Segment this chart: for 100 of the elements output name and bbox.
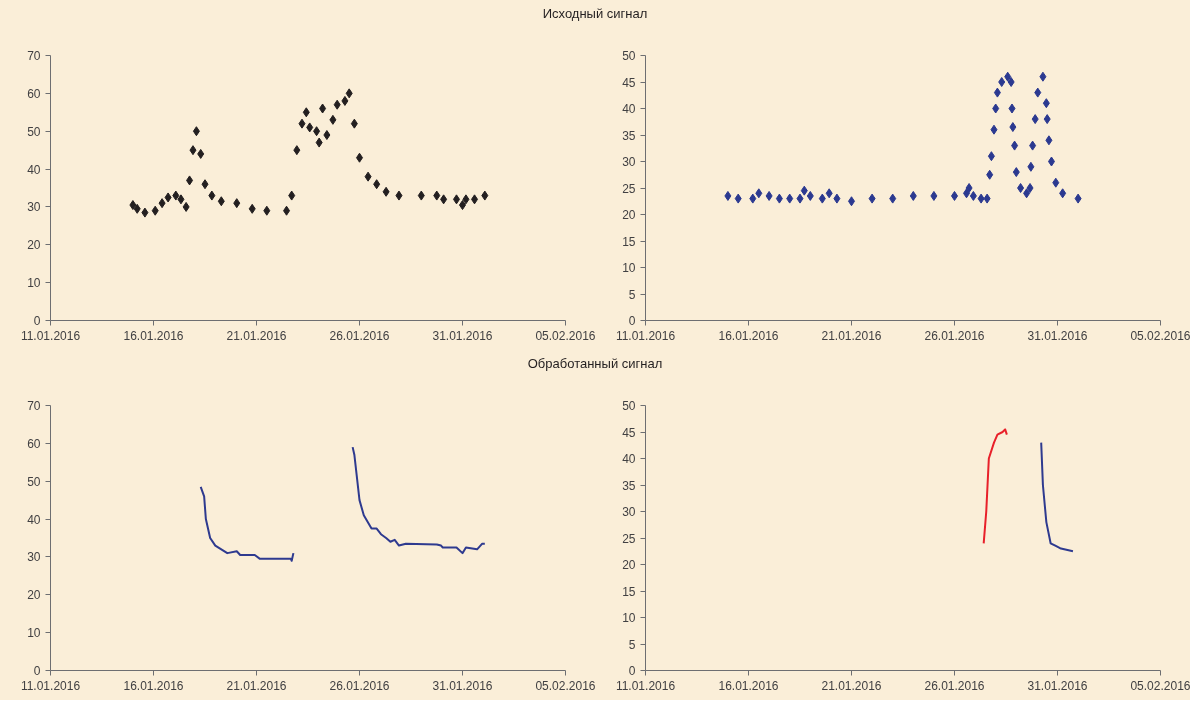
point: [765, 190, 773, 201]
y-tick-label: 35: [622, 478, 636, 493]
point: [323, 130, 331, 140]
x-tick-label: 11.01.2016: [20, 328, 81, 343]
x-tick-label: 16.01.2016: [718, 678, 779, 693]
point: [786, 193, 794, 204]
point: [433, 190, 441, 201]
y-tick-label: 70: [27, 399, 41, 413]
y-tick-label: 5: [628, 287, 636, 302]
point: [1027, 161, 1035, 172]
point: [373, 179, 381, 190]
y-tick-label: 30: [622, 505, 636, 519]
y-tick-label: 30: [622, 155, 636, 169]
point: [233, 198, 241, 209]
x-tick-label: 11.01.2016: [615, 678, 676, 693]
y-tick-label: 0: [33, 664, 41, 678]
text: Исходный сигнал: [542, 5, 648, 23]
point: [983, 193, 991, 204]
point: [189, 145, 197, 156]
y-tick-label: 40: [622, 452, 636, 466]
point: [724, 190, 732, 201]
point: [471, 194, 479, 205]
x-tick-label: 05.02.2016: [1130, 678, 1191, 693]
y-tick-label: 60: [27, 86, 41, 101]
point: [755, 188, 763, 199]
y-tick-label: 40: [27, 162, 41, 177]
point: [1045, 135, 1053, 146]
y-tick-label: 0: [628, 664, 636, 678]
x-tick-label: 26.01.2016: [924, 328, 985, 343]
point: [1026, 183, 1034, 193]
point: [382, 186, 390, 197]
point: [1029, 140, 1037, 151]
y-tick-label: 50: [27, 124, 41, 139]
point: [201, 179, 209, 190]
y-tick-label: 50: [27, 474, 41, 489]
point: [129, 200, 137, 211]
y-tick-label: 40: [622, 102, 636, 116]
x-tick-label: 21.01.2016: [226, 678, 287, 693]
point: [462, 194, 470, 205]
point: [182, 201, 190, 212]
point: [306, 122, 314, 133]
x-tick-label: 26.01.2016: [329, 678, 390, 693]
point: [452, 194, 460, 205]
point: [440, 194, 448, 205]
y-tick-label: 40: [27, 512, 41, 527]
point: [825, 188, 833, 199]
point: [315, 137, 323, 148]
point: [992, 103, 1000, 114]
point: [172, 190, 180, 201]
y-tick-label: 20: [27, 588, 41, 603]
point: [889, 193, 897, 204]
y-tick-label: 50: [622, 49, 636, 63]
point: [151, 205, 159, 216]
point: [364, 171, 372, 182]
point: [1074, 193, 1082, 204]
x-tick-label: 31.01.2016: [1027, 328, 1088, 343]
point: [288, 190, 296, 201]
point: [1009, 122, 1017, 133]
x-tick-label: 21.01.2016: [226, 328, 287, 343]
x-tick-label: 26.01.2016: [924, 678, 985, 693]
point: [248, 203, 256, 214]
x-tick-label: 11.01.2016: [20, 678, 81, 693]
point: [263, 205, 271, 216]
point: [208, 190, 216, 201]
x-tick-label: 16.01.2016: [718, 328, 779, 343]
text: Обработанный сигнал: [527, 355, 663, 373]
point: [977, 193, 985, 204]
y-tick-label: 5: [628, 637, 636, 652]
y-tick-label: 15: [622, 584, 636, 599]
x-tick-label: 31.01.2016: [432, 328, 493, 343]
y-tick-label: 25: [622, 531, 636, 546]
y-tick-label: 30: [27, 200, 41, 215]
y-tick-label: 10: [27, 276, 41, 291]
x-tick-label: 05.02.2016: [1130, 328, 1191, 343]
y-tick-label: 50: [622, 399, 636, 413]
y-tick-label: 10: [622, 611, 636, 625]
point: [1059, 188, 1067, 199]
y-tick-label: 45: [622, 75, 636, 90]
point: [1031, 114, 1039, 125]
point: [1012, 167, 1020, 178]
y-tick-label: 70: [27, 49, 41, 63]
x-tick-label: 16.01.2016: [123, 328, 184, 343]
y-tick-label: 0: [33, 314, 41, 328]
point: [350, 118, 358, 129]
point: [177, 194, 185, 205]
point: [158, 198, 166, 209]
point: [197, 148, 205, 159]
y-tick-label: 25: [622, 181, 636, 196]
x-tick-label: 11.01.2016: [615, 328, 676, 343]
point: [298, 118, 306, 129]
point: [1017, 183, 1025, 193]
x-tick-label: 21.01.2016: [821, 328, 882, 343]
point: [345, 88, 353, 99]
point: [395, 190, 403, 201]
point: [329, 114, 337, 125]
point: [818, 193, 826, 204]
point: [1008, 103, 1016, 114]
point: [990, 124, 998, 135]
y-tick-label: 45: [622, 425, 636, 440]
point: [1042, 98, 1050, 109]
